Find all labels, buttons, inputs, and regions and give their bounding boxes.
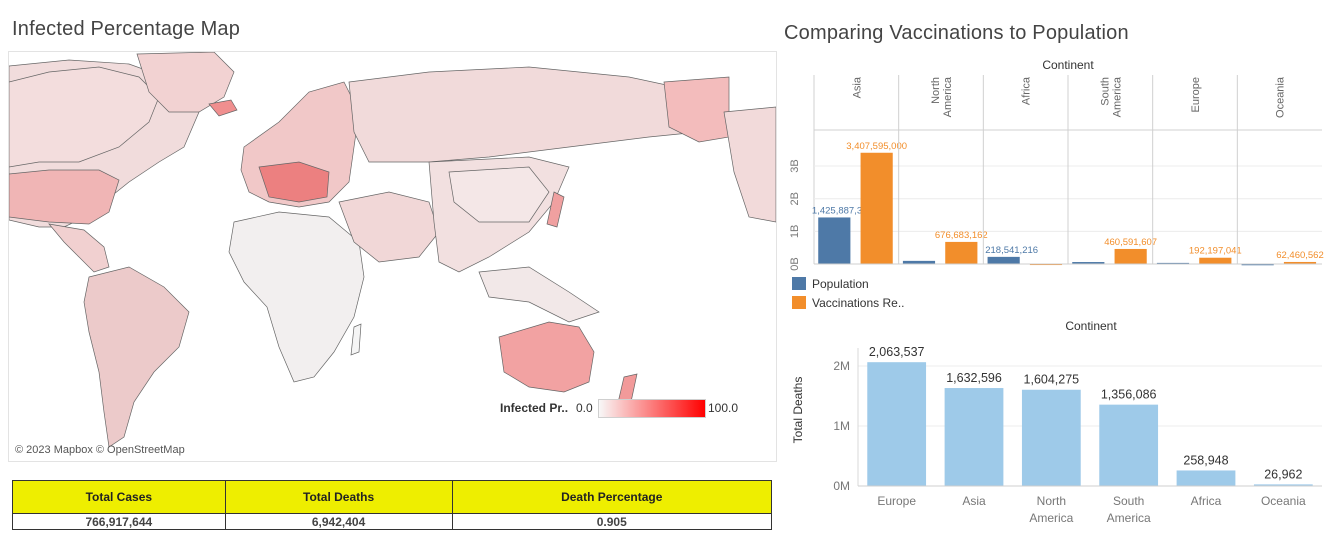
data-label-asia: 1,632,596 bbox=[946, 371, 1002, 385]
data-label-vaccinations-re-asia: 3,407,595,000 bbox=[846, 141, 907, 152]
bar-oceania[interactable] bbox=[1253, 484, 1313, 486]
alaska-shape bbox=[663, 76, 730, 143]
category-label-asia: Asia bbox=[851, 76, 863, 98]
central-europe-shape bbox=[258, 161, 330, 203]
canada-shape bbox=[9, 66, 160, 168]
bar-south-america[interactable] bbox=[1099, 404, 1159, 486]
data-label-vaccinations-re-oceania: 62,460,562 bbox=[1276, 250, 1324, 261]
value-total-deaths: 6,942,404 bbox=[224, 513, 453, 530]
bar-north-america[interactable] bbox=[1021, 389, 1081, 486]
data-label-vaccinations-re-south-america: 460,591,607 bbox=[1104, 237, 1157, 248]
south-america-shape bbox=[83, 266, 190, 448]
data-label-south-america: 1,356,086 bbox=[1101, 388, 1157, 402]
y-tick-label: 2M bbox=[833, 359, 850, 373]
header-death-percentage: Death Percentage bbox=[451, 480, 772, 514]
value-death-percentage: 0.905 bbox=[451, 513, 772, 530]
continent-header: Continent bbox=[1065, 319, 1117, 333]
map-title: Infected Percentage Map bbox=[12, 18, 241, 40]
legend-swatch-vaccinations-re[interactable] bbox=[792, 296, 806, 309]
y-tick-label: 2B bbox=[789, 192, 801, 205]
bar-population-north-america[interactable] bbox=[902, 260, 936, 264]
china-shape bbox=[448, 166, 550, 223]
vaccination-chart[interactable]: Continent 0B 1B 2B 3B Asia 1,425,887,360 3,407,… bbox=[784, 55, 1324, 315]
data-label-population-africa: 218,541,216 bbox=[985, 245, 1038, 256]
data-label-europe: 2,063,537 bbox=[869, 345, 925, 359]
y-tick-label: 3B bbox=[789, 159, 801, 172]
legend-label-vaccinations-re[interactable]: Vaccinations Re.. bbox=[812, 296, 905, 310]
southeast-asia-shape bbox=[478, 266, 600, 323]
bar-population-asia[interactable] bbox=[818, 217, 851, 264]
legend-min-label: 0.0 bbox=[576, 401, 593, 415]
category-label-europe: Europe bbox=[1190, 77, 1202, 112]
africa-shape bbox=[228, 211, 365, 383]
bar-vaccinations-re-oceania[interactable] bbox=[1283, 261, 1317, 264]
bar-population-oceania[interactable] bbox=[1241, 263, 1274, 266]
iceland-shape bbox=[208, 99, 238, 117]
bar-africa[interactable] bbox=[1176, 470, 1236, 486]
world-map[interactable]: Infected Pr.. 0.0 100.0 © 2023 Mapbox © … bbox=[8, 51, 777, 462]
bar-asia[interactable] bbox=[944, 388, 1004, 486]
x-tick-label-asia: Asia bbox=[962, 494, 986, 508]
x-tick-label-europe: Europe bbox=[877, 494, 916, 508]
russia-shape bbox=[348, 66, 730, 163]
data-label-vaccinations-re-north-america: 676,683,162 bbox=[935, 230, 988, 241]
value-total-cases: 766,917,644 bbox=[12, 513, 226, 530]
header-total-deaths: Total Deaths bbox=[224, 480, 453, 514]
usa-shape bbox=[9, 169, 120, 225]
category-label-north-america: NorthAmerica bbox=[930, 76, 954, 117]
deaths-chart[interactable]: Continent Total Deaths 0M 1M 2M 2,063,537 Euro… bbox=[784, 318, 1324, 528]
bar-vaccinations-re-asia[interactable] bbox=[860, 152, 893, 264]
legend-label-population[interactable]: Population bbox=[812, 277, 869, 291]
y-tick-label: 1M bbox=[833, 419, 850, 433]
legend-max-label: 100.0 bbox=[708, 401, 739, 415]
x-tick-label-africa: Africa bbox=[1191, 494, 1222, 508]
bar-vaccinations-re-south-america[interactable] bbox=[1114, 248, 1147, 264]
middle-east-shape bbox=[338, 191, 440, 263]
x-tick-label-south-america: South America bbox=[1107, 494, 1151, 525]
x-tick-label-oceania: Oceania bbox=[1261, 494, 1306, 508]
madagascar-shape bbox=[350, 323, 362, 356]
legend-swatch-population[interactable] bbox=[792, 277, 806, 290]
header-total-cases: Total Cases bbox=[12, 480, 226, 514]
japan-shape bbox=[546, 191, 565, 228]
data-label-population-asia: 1,425,887,360 bbox=[812, 205, 873, 216]
data-label-africa: 258,948 bbox=[1183, 453, 1228, 467]
bar-population-africa[interactable] bbox=[987, 256, 1020, 264]
kpi-table: Total Cases Total Deaths Death Percentag… bbox=[12, 480, 772, 530]
legend-color-ramp bbox=[598, 399, 706, 418]
category-label-south-america: SouthAmerica bbox=[1099, 76, 1123, 117]
x-tick-label-north-america: North America bbox=[1029, 494, 1073, 525]
category-label-oceania: Oceania bbox=[1275, 76, 1287, 118]
continent-header: Continent bbox=[1042, 58, 1094, 72]
data-label-oceania: 26,962 bbox=[1264, 467, 1302, 481]
category-label-africa: Africa bbox=[1021, 76, 1033, 105]
y-axis-title: Total Deaths bbox=[791, 377, 805, 444]
y-tick-label: 0B bbox=[789, 257, 801, 270]
data-label-north-america: 1,604,275 bbox=[1024, 373, 1080, 387]
australia-shape bbox=[498, 321, 595, 393]
map-canvas[interactable] bbox=[9, 52, 776, 461]
bar-europe[interactable] bbox=[867, 362, 927, 486]
legend-title: Infected Pr.. bbox=[500, 401, 569, 415]
data-label-vaccinations-re-europe: 192,197,041 bbox=[1189, 246, 1242, 257]
central-america-shape bbox=[48, 223, 110, 273]
map-attribution[interactable]: © 2023 Mapbox © OpenStreetMap bbox=[15, 444, 185, 456]
y-tick-label: 0M bbox=[833, 479, 850, 493]
east-us-edge-shape bbox=[723, 106, 776, 223]
bar-population-south-america[interactable] bbox=[1072, 262, 1105, 264]
vaccination-title: Comparing Vaccinations to Population bbox=[784, 22, 1129, 44]
bar-vaccinations-re-north-america[interactable] bbox=[945, 241, 978, 264]
bar-vaccinations-re-europe[interactable] bbox=[1199, 257, 1232, 264]
y-tick-label: 1B bbox=[789, 225, 801, 238]
